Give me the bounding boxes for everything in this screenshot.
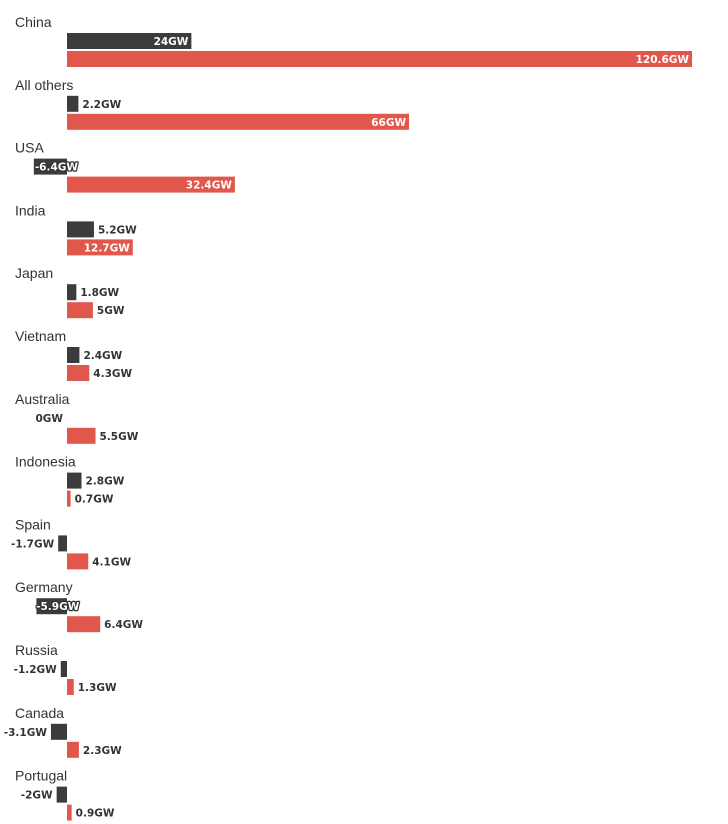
- category-label-canada: Canada: [15, 705, 64, 721]
- value-label-red-russia: 1.3GW: [78, 682, 117, 694]
- value-label-dark-usa: -6.4GW: [35, 162, 79, 174]
- value-label-dark-china: 24GW: [154, 36, 189, 48]
- value-label-dark-germany: -5.9GW: [36, 601, 80, 613]
- bar-red-vietnam: [67, 365, 90, 381]
- bar-red-spain: [67, 553, 89, 570]
- bar-dark-china: [67, 33, 192, 49]
- bar-red-all-others: [67, 113, 410, 130]
- bar-dark-india: [67, 221, 94, 238]
- bar-red-japan: [67, 302, 93, 319]
- category-label-japan: Japan: [15, 265, 53, 281]
- value-label-dark-portugal: -2GW: [21, 790, 53, 802]
- category-label-india: India: [15, 202, 46, 218]
- value-label-red-spain: 4.1GW: [92, 556, 131, 568]
- category-label-russia: Russia: [15, 642, 58, 658]
- bar-dark-germany: [36, 598, 67, 615]
- value-label-red-canada: 2.3GW: [83, 745, 122, 757]
- bar-red-usa: [67, 176, 235, 193]
- value-label-dark-japan: 1.8GW: [80, 287, 119, 299]
- value-label-red-portugal: 0.9GW: [76, 808, 115, 820]
- value-label-red-china: 120.6GW: [636, 54, 690, 66]
- bar-red-china: [67, 51, 692, 67]
- category-label-indonesia: Indonesia: [15, 454, 76, 470]
- category-label-germany: Germany: [15, 579, 73, 595]
- value-label-dark-all-others: 2.2GW: [82, 99, 121, 111]
- category-label-vietnam: Vietnam: [15, 328, 66, 344]
- value-label-dark-spain: -1.7GW: [11, 538, 55, 550]
- value-label-dark-vietnam: 2.4GW: [83, 350, 122, 362]
- bar-dark-canada: [50, 723, 67, 740]
- value-label-red-india: 12.7GW: [84, 242, 131, 254]
- value-label-dark-india: 5.2GW: [98, 224, 137, 236]
- bar-red-portugal: [67, 804, 72, 821]
- bar-red-germany: [67, 616, 101, 633]
- category-label-australia: Australia: [15, 391, 70, 407]
- bar-dark-japan: [67, 284, 77, 301]
- bar-red-canada: [67, 741, 79, 758]
- bar-dark-russia: [60, 661, 67, 677]
- category-label-spain: Spain: [15, 516, 51, 532]
- value-label-dark-indonesia: 2.8GW: [86, 476, 125, 488]
- category-label-china: China: [15, 14, 52, 30]
- value-label-red-japan: 5GW: [97, 305, 125, 317]
- value-label-red-australia: 5.5GW: [100, 431, 139, 443]
- value-label-red-indonesia: 0.7GW: [75, 494, 114, 506]
- bar-red-indonesia: [67, 490, 71, 507]
- value-label-dark-canada: -3.1GW: [4, 727, 48, 739]
- bar-dark-all-others: [67, 95, 79, 112]
- bar-red-australia: [67, 427, 96, 444]
- value-label-red-usa: 32.4GW: [186, 180, 233, 192]
- bar-dark-indonesia: [67, 472, 82, 489]
- bar-dark-portugal: [56, 786, 67, 803]
- bar-red-india: [67, 239, 133, 256]
- bar-dark-usa: [33, 158, 67, 175]
- bar-dark-vietnam: [67, 347, 80, 363]
- value-label-red-all-others: 66GW: [371, 117, 406, 129]
- category-label-all-others: All others: [15, 77, 73, 93]
- category-label-usa: USA: [15, 140, 44, 156]
- bar-dark-spain: [58, 535, 67, 552]
- value-label-red-germany: 6.4GW: [104, 619, 143, 631]
- value-label-dark-australia: 0GW: [35, 413, 63, 425]
- value-label-red-vietnam: 4.3GW: [93, 368, 132, 380]
- bar-red-russia: [67, 679, 74, 695]
- category-label-portugal: Portugal: [15, 768, 67, 784]
- value-label-dark-russia: -1.2GW: [14, 664, 58, 676]
